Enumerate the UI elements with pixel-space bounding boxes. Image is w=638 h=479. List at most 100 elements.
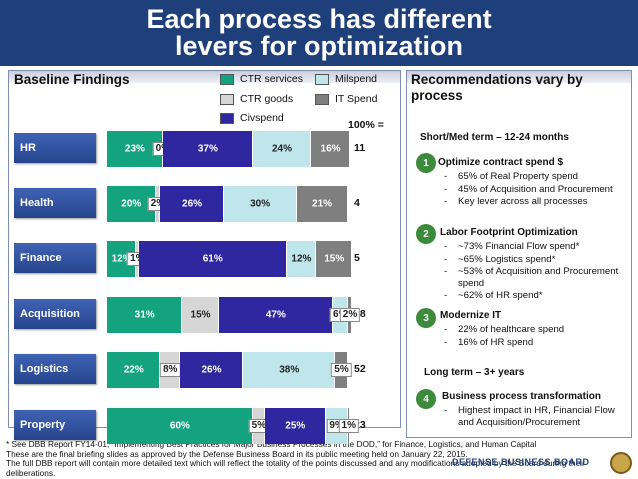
- recommendation-number-1: 1: [416, 153, 436, 173]
- data-label-acquisition-it-spend: 2%: [339, 308, 361, 322]
- footnote-line-3: The full DBB report will contain more de…: [6, 458, 585, 478]
- recommendation-title-2: Labor Footprint Optimization: [440, 227, 578, 238]
- panel-header-strip: [9, 71, 400, 83]
- legend-swatch-ctr-goods: [220, 93, 234, 105]
- bar-hr-milspend: [252, 131, 312, 167]
- footnote-line-2: These are the final briefing slides as a…: [6, 448, 468, 459]
- legend-ctr-goods: CTR goods: [220, 93, 293, 105]
- data-label-acquisition-ctr-services: 31%: [134, 309, 155, 321]
- data-label-health-civspend: 26%: [182, 198, 203, 210]
- footer-brand: DEFENSE BUSINESS BOARD: [452, 457, 590, 467]
- legend-civspend: Civspend: [220, 112, 284, 124]
- data-label-hr-milspend: 24%: [271, 143, 292, 155]
- list-item: -65% of Real Property spend: [444, 171, 578, 182]
- data-label-logistics-ctr-goods: 8%: [159, 363, 181, 377]
- category-label-logistics: Logistics: [14, 354, 96, 384]
- bar-health-civspend: [160, 186, 224, 222]
- bar-hr-it-spend: [311, 131, 350, 167]
- data-label-health-it-spend: 21%: [312, 198, 333, 210]
- category-label-property: Property: [14, 410, 96, 440]
- data-label-acquisition-ctr-goods: 15%: [190, 309, 211, 321]
- row-total-property: 23: [354, 419, 366, 431]
- legend-swatch-civspend: [220, 112, 234, 124]
- bar-property-civspend: [264, 408, 326, 444]
- bar-logistics-civspend: [179, 352, 244, 388]
- bar-acquisition-ctr-services: [107, 297, 183, 333]
- legend-ctr-services: CTR services: [220, 73, 303, 85]
- data-label-hr-it-spend: 16%: [320, 143, 341, 155]
- bar-health-it-spend: [296, 186, 348, 222]
- list-item: -22% of healthcare spend: [444, 324, 565, 335]
- category-label-health: Health: [14, 188, 96, 218]
- legend-label-milspend: Milspend: [335, 73, 378, 85]
- title-banner: Each process has different levers for op…: [0, 0, 638, 66]
- legend-label-civspend: Civspend: [240, 112, 284, 124]
- data-label-health-ctr-services: 20%: [121, 198, 142, 210]
- footnote: * See DBB Report FY14-01, “Implementing …: [6, 439, 636, 478]
- data-label-acquisition-civspend: 47%: [265, 309, 286, 321]
- bar-logistics-ctr-services: [107, 352, 161, 388]
- data-label-health-milspend: 30%: [250, 198, 271, 210]
- data-label-finance-milspend: 12%: [291, 253, 312, 265]
- short-term-heading: Short/Med term – 12-24 months: [420, 132, 569, 143]
- recommendation-title-3: Modernize IT: [440, 310, 502, 321]
- legend-swatch-it-spend: [315, 93, 329, 105]
- recommendations-title-line-1: Recommendations vary by: [411, 72, 583, 87]
- data-label-hr-civspend: 37%: [197, 143, 218, 155]
- recommendation-bullets-1: -65% of Real Property spend -45% of Acqu…: [444, 171, 626, 209]
- row-total-finance: 5: [354, 252, 360, 264]
- bar-finance-it-spend: [315, 241, 353, 277]
- row-total-logistics: 52: [354, 363, 366, 375]
- footnote-line-1: * See DBB Report FY14-01, “Implementing …: [6, 439, 537, 449]
- recommendation-number-3: 3: [416, 308, 436, 328]
- recommendation-bullets-3: -22% of healthcare spend -16% of HR spen…: [444, 324, 626, 349]
- category-label-acquisition: Acquisition: [14, 299, 96, 329]
- bar-health-milspend: [223, 186, 297, 222]
- bar-property-ctr-services: [107, 408, 253, 444]
- data-label-logistics-ctr-services: 22%: [123, 364, 144, 376]
- recommendation-bullets-2: - ~73% Financial Flow spend* - ~65% Logist…: [444, 241, 626, 303]
- bar-acquisition-ctr-goods: [182, 297, 219, 333]
- recommendations-panel: [406, 70, 632, 438]
- category-label-finance: Finance: [14, 243, 96, 273]
- data-label-logistics-milspend: 38%: [279, 364, 300, 376]
- bar-finance-milspend: [286, 241, 316, 277]
- page-title-line-1: Each process has different: [146, 4, 492, 34]
- list-item: -16% of HR spend: [444, 336, 534, 348]
- recommendations-title-line-2: process: [411, 88, 463, 103]
- bar-hr-civspend: [162, 131, 253, 167]
- list-item: - ~62% of HR spend*: [444, 290, 543, 301]
- recommendations-title: Recommendations vary by process: [411, 72, 621, 104]
- legend-label-ctr-goods: CTR goods: [240, 93, 294, 105]
- legend-label-ctr-services: CTR services: [240, 73, 304, 85]
- list-item: - Highest impact in HR, Financial Flow an…: [444, 405, 615, 428]
- recommendation-number-2: 2: [416, 224, 436, 244]
- baseline-findings-title: Baseline Findings: [14, 72, 130, 87]
- data-label-finance-it-spend: 15%: [324, 253, 345, 265]
- bar-acquisition-civspend: [218, 297, 333, 333]
- legend-label-it-spend: IT Spend: [335, 93, 378, 105]
- recommendation-title-4: Business process transformation: [442, 391, 601, 402]
- list-item: - ~65% Logistics spend*: [444, 253, 556, 265]
- list-item: -45% of Acquisition and Procurement: [444, 183, 613, 195]
- bar-logistics-milspend: [243, 352, 336, 388]
- list-item: - Key lever across all processes: [444, 196, 588, 207]
- data-label-finance-ctr-services: 12%: [111, 253, 132, 265]
- recommendation-title-1: Optimize contract spend $: [438, 157, 564, 168]
- panel-header-strip: [407, 71, 631, 83]
- legend-it-spend: IT Spend: [315, 93, 377, 105]
- total-column-header: 100% =: [348, 119, 384, 131]
- data-label-property-ctr-services: 60%: [169, 420, 190, 432]
- dod-seal-icon: [610, 452, 632, 474]
- long-term-heading: Long term – 3+ years: [424, 367, 525, 378]
- data-label-property-civspend: 25%: [285, 420, 306, 432]
- data-label-property-it-spend: 1%: [338, 419, 360, 433]
- list-item: - ~53% of Acquisition and Procurement spe…: [444, 266, 619, 289]
- bar-finance-civspend: [138, 241, 287, 277]
- row-total-hr: 11: [354, 142, 366, 154]
- data-label-hr-ctr-services: 23%: [124, 143, 145, 155]
- recommendation-bullets-4: - Highest impact in HR, Financial Flow an…: [444, 405, 628, 429]
- row-total-health: 4: [354, 197, 360, 209]
- data-label-logistics-it-spend: 5%: [331, 363, 352, 377]
- data-label-logistics-civspend: 26%: [201, 364, 222, 376]
